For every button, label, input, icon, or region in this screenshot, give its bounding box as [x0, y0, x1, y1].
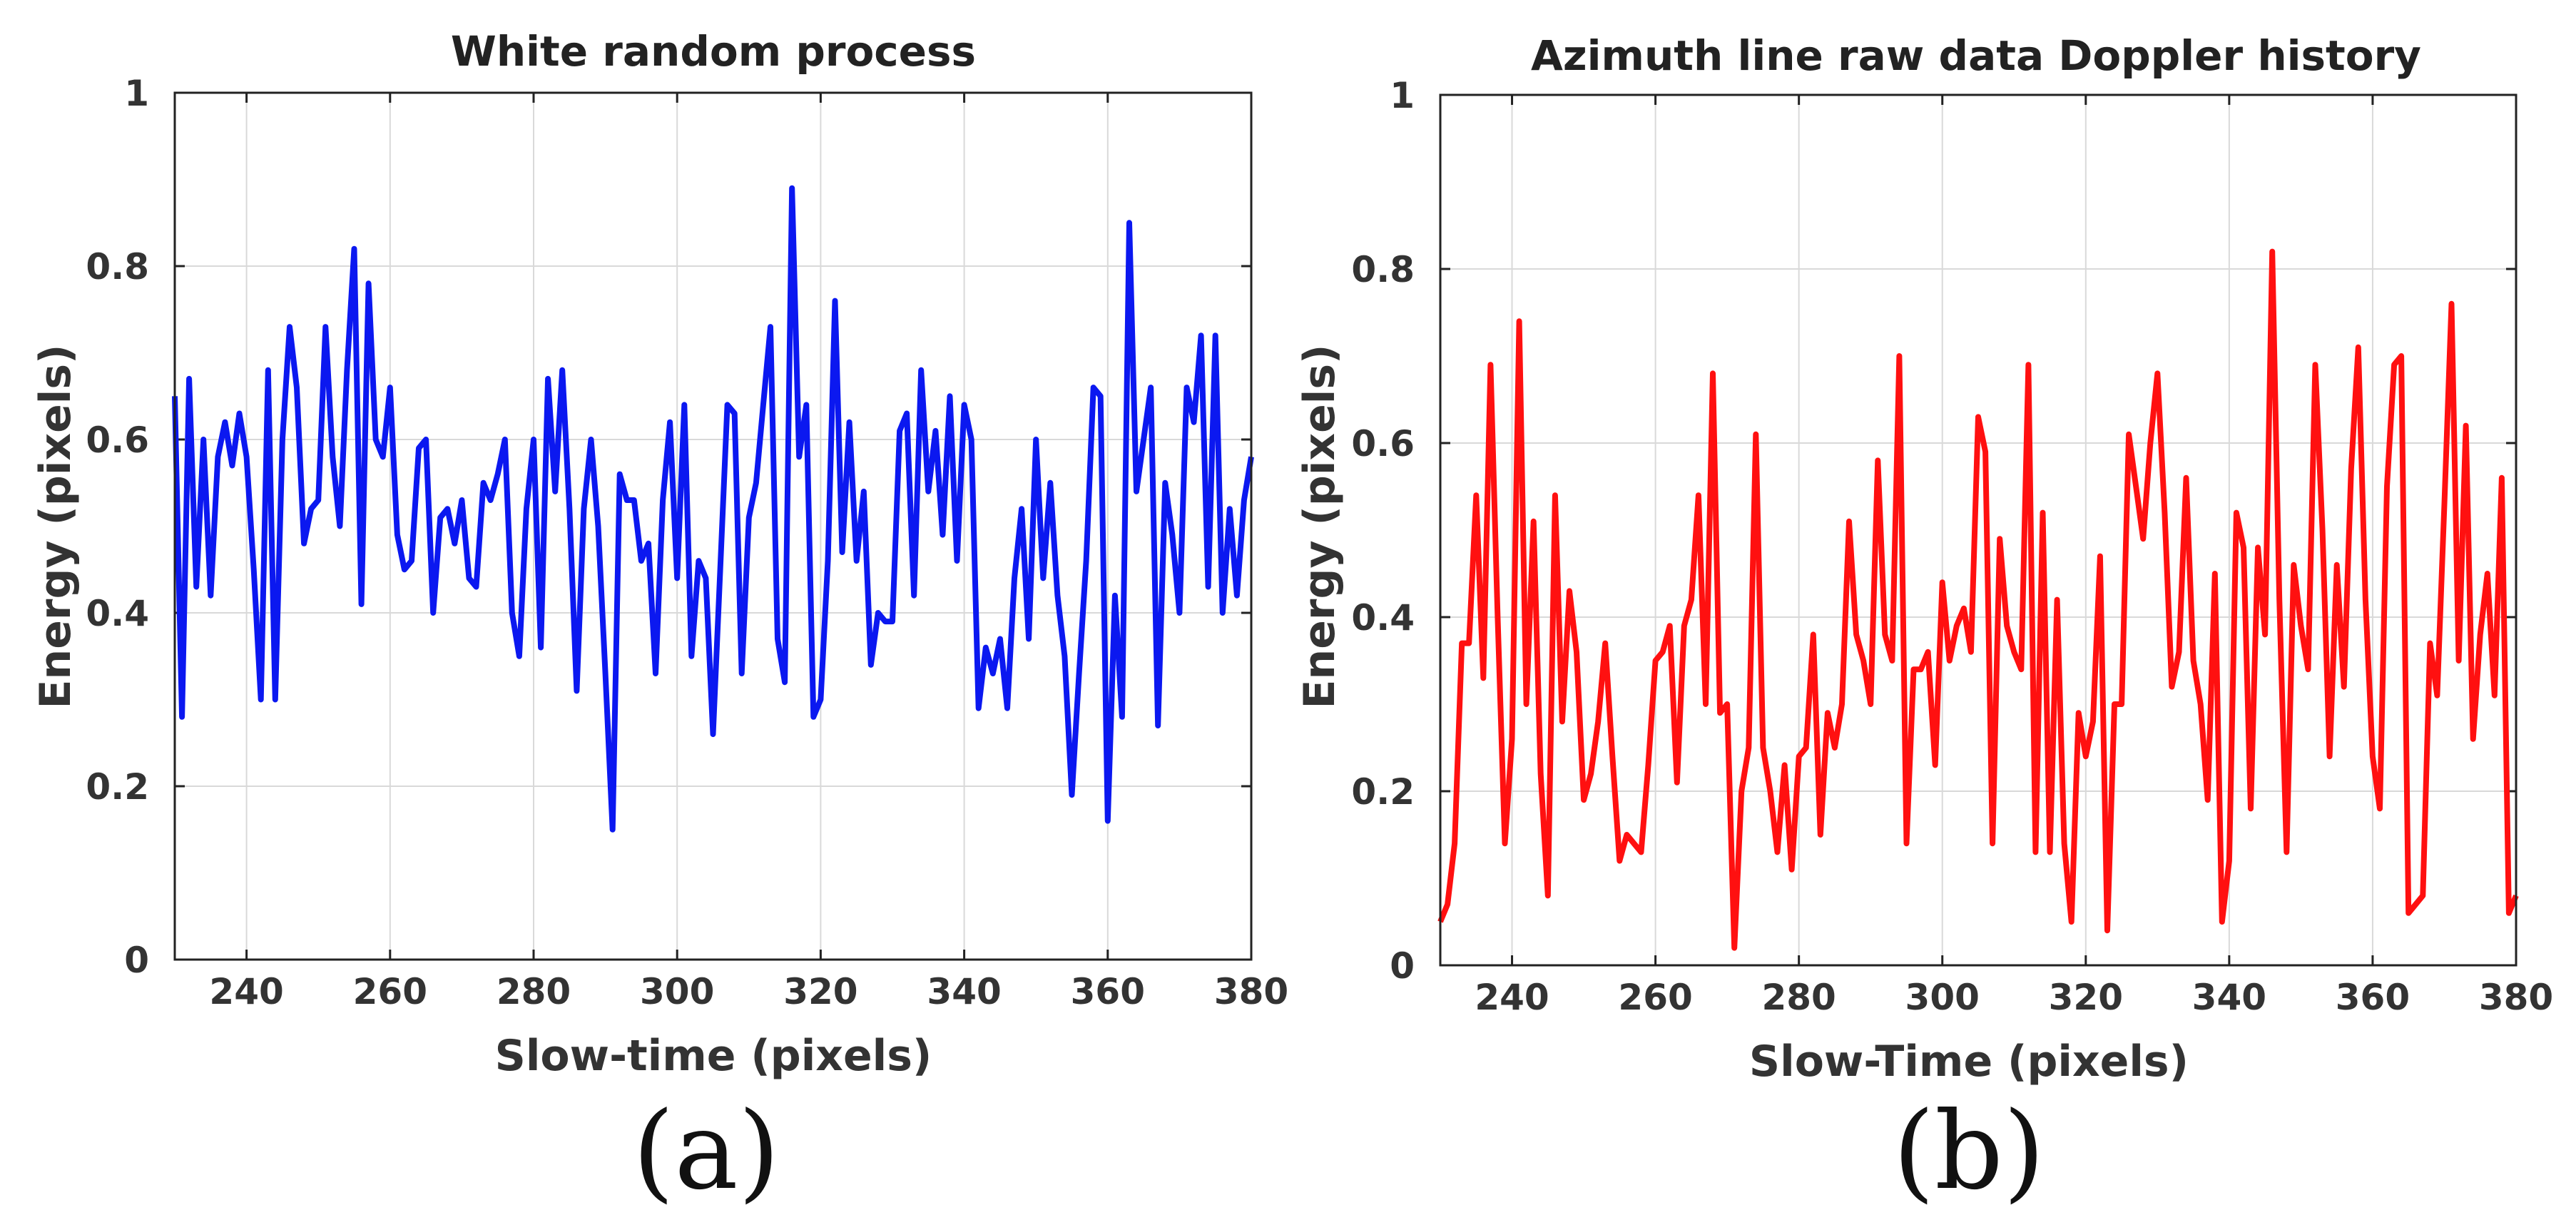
- chart-b-x-tick-label: 360: [2336, 977, 2410, 1018]
- chart-b-series-line: [1437, 248, 2519, 951]
- chart-b-x-tick-label: 380: [2479, 977, 2553, 1018]
- chart-b-y-tick-label: 0.8: [1351, 249, 1415, 290]
- chart-b-x-tick-label: 240: [1475, 977, 1549, 1018]
- chart-b-x-tick-label: 260: [1618, 977, 1692, 1018]
- chart-a-axes-box: [173, 91, 1253, 961]
- chart-b-x-tick-label: 340: [2192, 977, 2266, 1018]
- chart-b-x-tick-label: 300: [1905, 977, 1980, 1018]
- chart-a-ticks: 240 260 280 300 320 340 360 380 0 0.2 0.4 0.6 0.8 1: [86, 73, 1288, 1012]
- chart-a-y-tick-label: 0.6: [86, 420, 149, 461]
- chart-b-xlabel: Slow-Time (pixels): [1749, 1037, 2189, 1087]
- chart-a-y-tick-label: 0.4: [86, 593, 149, 634]
- chart-a-x-tick-label: 340: [927, 971, 1001, 1012]
- chart-a: White random process 240 260 280 300 320 340 3…: [31, 27, 1288, 1214]
- chart-b-title: Azimuth line raw data Doppler history: [1531, 31, 2421, 80]
- chart-b-x-tick-label: 280: [1761, 977, 1836, 1018]
- chart-a-x-tick-label: 300: [640, 971, 714, 1012]
- chart-b: Azimuth line raw data Doppler history 24…: [1295, 31, 2553, 1214]
- chart-a-series-line: [172, 185, 1254, 833]
- chart-b-y-tick-label: 0.4: [1351, 597, 1415, 639]
- chart-a-x-tick-label: 380: [1214, 971, 1288, 1012]
- chart-a-x-tick-label: 280: [497, 971, 571, 1012]
- chart-b-ylabel: Energy (pixels): [1295, 345, 1345, 709]
- chart-b-panel-label: (b): [1893, 1089, 2045, 1214]
- chart-a-ylabel: Energy (pixels): [31, 345, 81, 709]
- chart-a-y-tick-label: 0: [124, 940, 149, 981]
- chart-b-y-tick-label: 0.2: [1351, 771, 1415, 813]
- chart-b-x-tick-label: 320: [2049, 977, 2123, 1018]
- chart-a-x-tick-label: 360: [1071, 971, 1145, 1012]
- chart-a-x-tick-label: 320: [783, 971, 857, 1012]
- chart-a-panel-label: (a): [633, 1089, 780, 1214]
- chart-a-xlabel: Slow-time (pixels): [495, 1031, 932, 1081]
- chart-a-x-tick-label: 260: [353, 971, 427, 1012]
- chart-b-axes-box: [1439, 93, 2518, 967]
- chart-a-x-tick-label: 240: [209, 971, 283, 1012]
- chart-b-ticks: 240 260 280 300 320 340 360 380 0 0.2 0.4 0.6 0.8 1: [1351, 75, 2553, 1018]
- chart-b-y-tick-label: 0: [1390, 945, 1415, 987]
- chart-a-y-tick-label: 1: [124, 73, 149, 114]
- chart-a-title: White random process: [451, 27, 976, 76]
- chart-a-y-tick-label: 0.2: [86, 766, 149, 808]
- chart-b-y-tick-label: 1: [1390, 75, 1415, 116]
- chart-b-y-tick-label: 0.6: [1351, 423, 1415, 464]
- chart-a-y-tick-label: 0.8: [86, 246, 149, 288]
